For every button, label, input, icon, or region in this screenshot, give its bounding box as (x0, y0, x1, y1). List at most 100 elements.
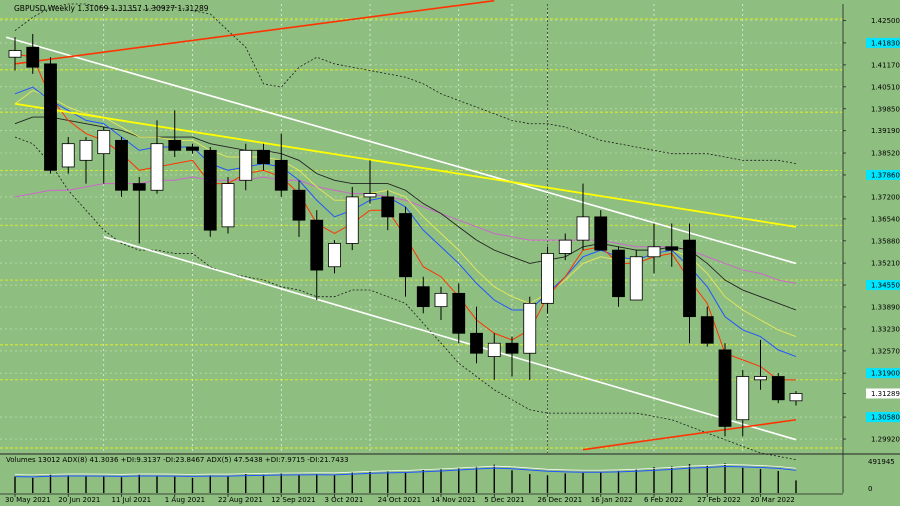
candle (203, 147, 217, 237)
candle (79, 137, 93, 184)
candle-body (61, 143, 75, 168)
price-tick-label: 1.35880 (871, 237, 900, 245)
candle-body (186, 146, 199, 151)
time-tick-label: 6 Feb 2022 (644, 496, 683, 504)
candle-body (399, 213, 412, 278)
candle-body (115, 139, 128, 191)
candle (257, 143, 270, 171)
highlight-price-box (866, 37, 900, 48)
candle (594, 210, 608, 251)
price-tick-label: 1.32570 (871, 347, 900, 355)
candle-body (647, 246, 661, 258)
candlesticks (8, 33, 803, 437)
bollinger-bands (14, 3, 797, 461)
candle (310, 210, 324, 301)
price-axis-background (843, 0, 900, 506)
candle-body (274, 159, 288, 191)
bollinger-upper-line (14, 3, 797, 165)
price-tick-label: 1.41830 (871, 39, 900, 47)
candle-body (97, 129, 111, 155)
price-tick-label: 1.33890 (871, 303, 900, 311)
candle-body (363, 193, 377, 198)
price-tick-label: 1.42500 (871, 17, 900, 25)
time-tick-label: 26 Dec 2021 (538, 496, 583, 504)
adx-line (14, 464, 797, 476)
price-tick-label: 1.30580 (871, 414, 900, 422)
price-tick-label: 1.37860 (871, 171, 900, 179)
candle (700, 306, 714, 347)
time-tick-label: 11 Jul 2021 (112, 496, 152, 504)
price-tick-label: 1.40510 (871, 83, 900, 91)
candle (434, 286, 448, 320)
candle-body (292, 189, 306, 221)
candle (363, 160, 377, 204)
price-tick-label: 1.33230 (871, 325, 900, 333)
price-tick-label: 1.35210 (871, 260, 900, 268)
candle-body (452, 292, 466, 334)
candle (576, 183, 590, 251)
candle-body (541, 253, 554, 304)
candle (44, 57, 57, 174)
candle (132, 176, 146, 244)
candle-body (771, 376, 785, 401)
price-axis: 1.42500 1.41830 1.41170 1.40510 1.39850 1.391… (842, 0, 900, 506)
candle-body (257, 149, 270, 165)
candle (61, 137, 75, 174)
indicator-pane: 491945 0 (0, 453, 900, 493)
candle-body (683, 239, 696, 318)
price-tick-label: 1.38520 (871, 150, 900, 158)
candle-body (203, 149, 217, 231)
time-tick-label: 12 Sep 2021 (271, 496, 315, 504)
highlight-price-box (866, 412, 900, 423)
candle-body (754, 376, 767, 381)
price-tick-label: 1.31900 (871, 370, 900, 378)
candle (186, 143, 199, 154)
candle-body (665, 246, 679, 251)
chart-title: GBPUSD,Weekly 1.31069 1.31357 1.30927 1.… (14, 4, 209, 13)
candle-body (523, 302, 537, 354)
candle-body (132, 183, 146, 191)
candle (416, 276, 430, 314)
candle-body (150, 143, 164, 191)
candle (789, 391, 803, 406)
candle (736, 369, 750, 437)
candle (115, 137, 128, 197)
candle-body (26, 46, 40, 68)
price-tick-label: 1.39850 (871, 105, 900, 113)
candle-body (79, 139, 93, 161)
indicator-tick-label: 0 (868, 485, 872, 493)
price-tick-label: 1.41170 (871, 61, 900, 69)
time-tick-label: 20 Jun 2021 (58, 496, 100, 504)
candle (345, 186, 359, 251)
candle (328, 240, 341, 274)
candle-body (612, 249, 625, 298)
time-tick-label: 3 Oct 2021 (325, 496, 364, 504)
candle-body (487, 342, 501, 357)
candle (754, 339, 767, 390)
candle-body (789, 393, 803, 402)
candle-body (328, 243, 341, 268)
candle (8, 37, 22, 71)
time-tick-label: 14 Nov 2021 (431, 496, 476, 504)
candle (381, 190, 395, 231)
price-tick-label: 1.37200 (871, 193, 900, 201)
trendlines (5, 0, 797, 451)
price-tick-label: 1.39190 (871, 127, 900, 135)
candle (647, 223, 661, 274)
channel-lower-line (103, 236, 797, 441)
yellow-trendline (14, 102, 797, 228)
candle (683, 223, 696, 344)
red-trendline-lower (582, 418, 797, 451)
candle-body (558, 239, 572, 254)
candle (541, 246, 554, 314)
candle (168, 110, 182, 157)
candle (452, 283, 466, 344)
time-tick-label: 16 Jan 2022 (591, 496, 633, 504)
time-tick-label: 1 Aug 2021 (165, 496, 205, 504)
candle (505, 336, 519, 377)
candle-body (505, 342, 519, 354)
red-trendline-upper (14, 0, 495, 65)
highlight-price-box (866, 280, 900, 291)
volume-average-line (14, 466, 797, 478)
channel-upper-line (5, 36, 797, 265)
